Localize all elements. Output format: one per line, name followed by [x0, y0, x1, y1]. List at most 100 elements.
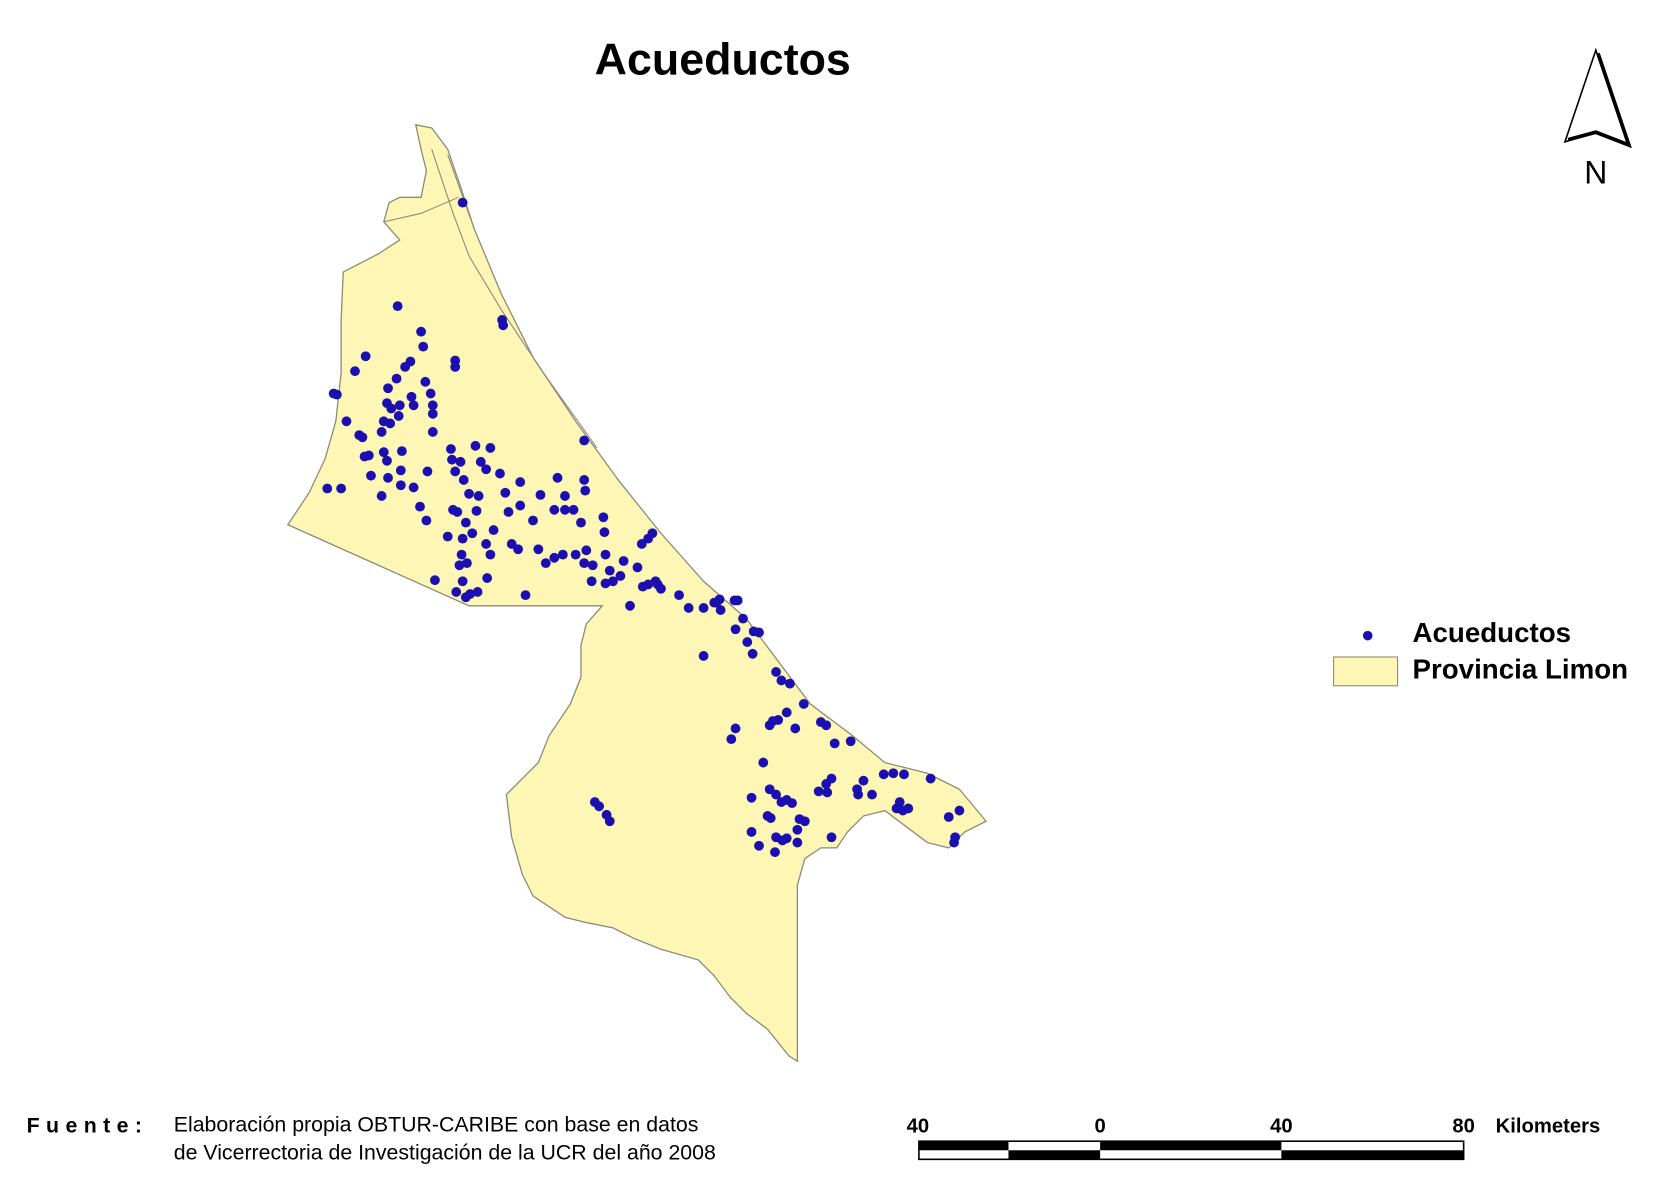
- acueducto-point: [382, 455, 392, 466]
- acueducto-point: [515, 500, 526, 511]
- acueducto-point: [878, 769, 889, 780]
- acueducto-point: [363, 450, 374, 461]
- acueducto-point: [738, 613, 748, 624]
- coastline-detail: [383, 149, 598, 449]
- acueducto-point: [826, 832, 837, 843]
- acueducto-point: [485, 443, 496, 453]
- acueducto-point: [785, 678, 795, 689]
- acueducto-point: [770, 847, 780, 858]
- acueducto-point: [845, 736, 856, 747]
- acueducto-point: [568, 504, 579, 515]
- acueducto-point: [758, 757, 769, 768]
- acueducto-point: [341, 416, 352, 427]
- acueducto-point: [415, 501, 425, 512]
- acueducto-point: [416, 326, 426, 337]
- map-title: Acueductos: [595, 35, 851, 85]
- acueducto-point: [503, 507, 514, 517]
- acueducto-point: [598, 512, 609, 523]
- acueducto-point: [396, 446, 407, 457]
- acueducto-point: [787, 798, 797, 809]
- acueducto-point: [853, 789, 864, 800]
- acueducto-point: [888, 768, 899, 779]
- acueducto-point: [460, 517, 471, 528]
- acueducto-point: [899, 769, 909, 780]
- north-arrow: N: [1563, 47, 1632, 190]
- acueducto-point: [771, 789, 781, 800]
- acueducto-point: [481, 539, 492, 549]
- acueducto-point: [781, 707, 792, 718]
- scale-tick-label: 80: [1452, 1116, 1475, 1138]
- acueducto-point: [495, 468, 505, 479]
- acueducto-point: [858, 775, 869, 786]
- acueducto-point: [767, 716, 778, 726]
- scale-bar: 40 0 40 80 Kilometers: [907, 1116, 1601, 1161]
- acueducto-point: [829, 738, 840, 749]
- acueducto-point: [467, 528, 478, 539]
- acueducto-point: [771, 667, 781, 677]
- province-polygon: [286, 123, 988, 1063]
- acueducto-point: [418, 341, 429, 352]
- acueducto-point: [594, 801, 605, 812]
- acueducto-point: [408, 400, 419, 411]
- scale-tick-label: 40: [907, 1116, 930, 1138]
- acueducto-point: [420, 376, 431, 387]
- acueducto-point: [730, 723, 741, 734]
- source-line-2: de Vicerrectoria de Investigación de la …: [174, 1140, 716, 1164]
- source-line-1: Elaboración propia OBTUR-CARIBE con base…: [174, 1113, 699, 1137]
- acueducto-point: [457, 576, 468, 587]
- acueducto-point: [925, 773, 936, 784]
- acueducto-point: [781, 833, 792, 844]
- acueducto-point: [535, 489, 546, 500]
- scale-unit: Kilometers: [1496, 1116, 1601, 1138]
- acueducto-point: [549, 504, 560, 515]
- acueducto-point: [746, 792, 757, 803]
- acueducto-point: [698, 651, 709, 661]
- acueductos-points: [322, 197, 965, 858]
- acueducto-point: [383, 383, 393, 394]
- acueducto-point: [336, 483, 347, 494]
- acueducto-point: [450, 466, 461, 477]
- acueducto-point: [765, 813, 776, 823]
- acueducto-point: [822, 787, 833, 798]
- acueducto-point: [427, 400, 438, 411]
- acueducto-point: [406, 391, 417, 402]
- source-label: Fuente:: [27, 1114, 149, 1138]
- acueducto-point: [742, 637, 753, 647]
- acueducto-point: [393, 411, 404, 421]
- acueducto-point: [746, 827, 757, 837]
- scale-tick-label: 0: [1095, 1116, 1106, 1138]
- acueducto-point: [451, 587, 462, 597]
- acueducto-point: [392, 301, 403, 312]
- acueducto-point: [579, 475, 590, 485]
- acueducto-point: [458, 475, 469, 485]
- acueducto-point: [954, 805, 965, 816]
- acueducto-point: [473, 491, 484, 501]
- acueducto-point: [560, 491, 570, 501]
- acueducto-point: [683, 603, 694, 613]
- acueducto-point: [813, 786, 824, 797]
- acueducto-point: [867, 789, 877, 800]
- acueducto-point: [600, 549, 611, 560]
- acueducto-point: [465, 589, 476, 599]
- acueducto-point: [560, 504, 570, 515]
- acueducto-point: [430, 575, 440, 586]
- acueducto-point: [632, 562, 643, 573]
- acueducto-point: [513, 544, 523, 555]
- acueducto-point: [604, 816, 615, 827]
- acueducto-point: [515, 477, 526, 487]
- acueducto-point: [732, 595, 743, 606]
- acueducto-point: [520, 590, 531, 601]
- acueducto-point: [360, 351, 371, 362]
- acueducto-point: [475, 456, 486, 467]
- legend: Acueductos Provincia Limon: [1333, 617, 1628, 687]
- acueducto-point: [425, 388, 436, 399]
- acueducto-point: [446, 444, 456, 454]
- acueducto-point: [798, 699, 809, 709]
- acueducto-point: [464, 488, 474, 499]
- acueducto-point: [643, 579, 654, 590]
- acueducto-point: [891, 803, 902, 814]
- acueducto-point: [754, 840, 764, 851]
- acueducto-point: [949, 837, 959, 848]
- acueducto-point: [472, 587, 483, 597]
- acueducto-point: [903, 803, 914, 814]
